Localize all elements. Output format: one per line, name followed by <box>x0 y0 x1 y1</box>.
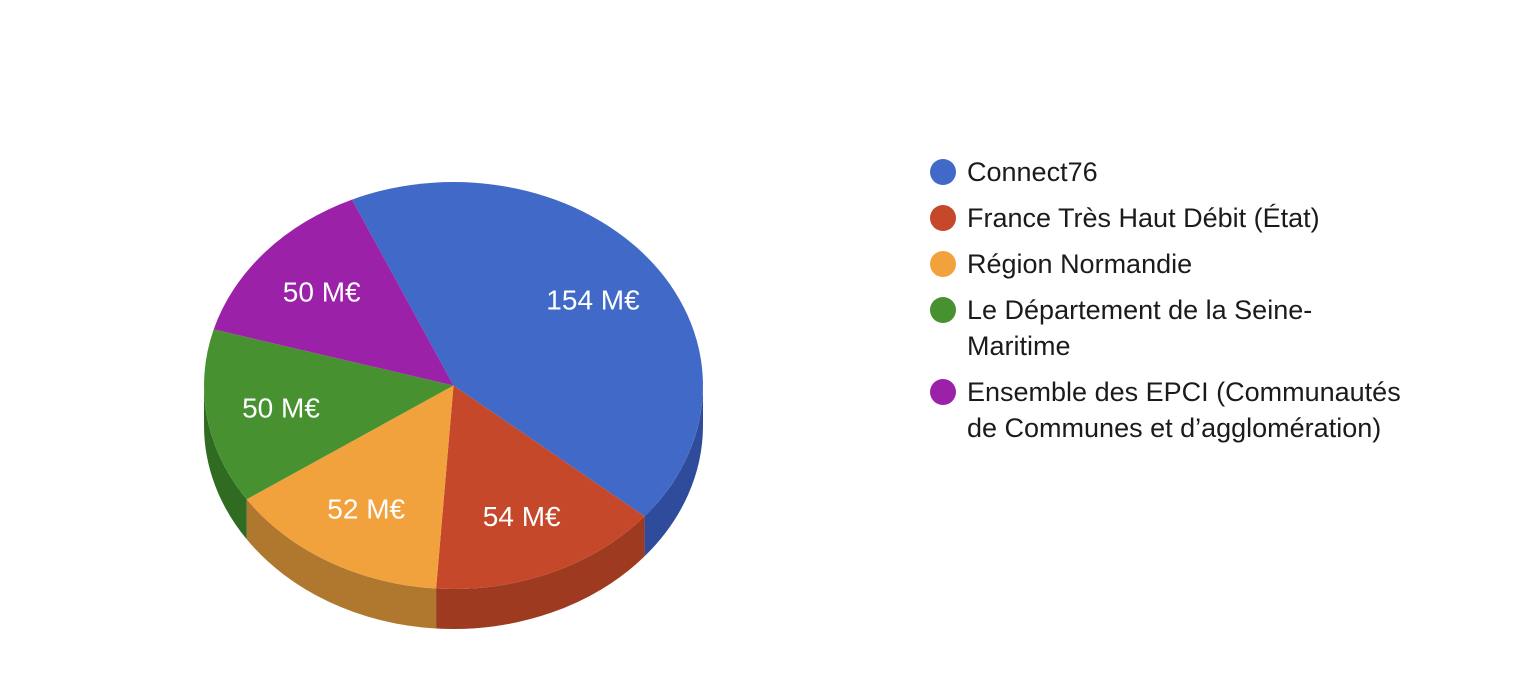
legend-item: France Très Haut Débit (État) <box>930 200 1402 236</box>
legend-item: Le Département de la Seine- Maritime <box>930 292 1402 364</box>
pie-slice-label: 154 M€ <box>546 284 640 315</box>
pie-slice-side <box>644 385 703 557</box>
legend-swatch-icon <box>930 379 956 405</box>
pie-slice-side <box>436 516 645 629</box>
pie-slice-label: 50 M€ <box>242 392 320 423</box>
pie-slice-NaN[interactable] <box>213 199 454 386</box>
pie-slice-label: 54 M€ <box>483 501 561 532</box>
pie-slice-NaN[interactable] <box>436 385 645 589</box>
pie-slice-side <box>204 385 247 540</box>
pie-slice-NaN[interactable] <box>352 182 703 517</box>
chart-legend: Connect76 France Très Haut Débit (État) Ré… <box>930 154 1402 456</box>
legend-item: Ensemble des EPCI (Communautés de Commune… <box>930 374 1402 446</box>
pie-slice-label: 52 M€ <box>327 493 405 524</box>
legend-label: Ensemble des EPCI (Communautés de Commune… <box>967 377 1401 443</box>
legend-swatch-icon <box>930 297 956 323</box>
legend-item: Région Normandie <box>930 246 1402 282</box>
pie-slice-NaN[interactable] <box>246 385 454 589</box>
pie-slice-NaN[interactable] <box>204 329 454 500</box>
legend-label: Le Département de la Seine- Maritime <box>967 295 1313 361</box>
pie-slice-label: 50 M€ <box>283 277 361 308</box>
legend-swatch-icon <box>930 251 956 277</box>
legend-swatch-icon <box>930 159 956 185</box>
legend-label: Région Normandie <box>967 249 1193 279</box>
pie-slice-side <box>246 499 437 629</box>
legend-item: Connect76 <box>930 154 1402 190</box>
legend-swatch-icon <box>930 205 956 231</box>
legend-label: France Très Haut Débit (État) <box>967 203 1320 233</box>
legend-label: Connect76 <box>967 157 1098 187</box>
